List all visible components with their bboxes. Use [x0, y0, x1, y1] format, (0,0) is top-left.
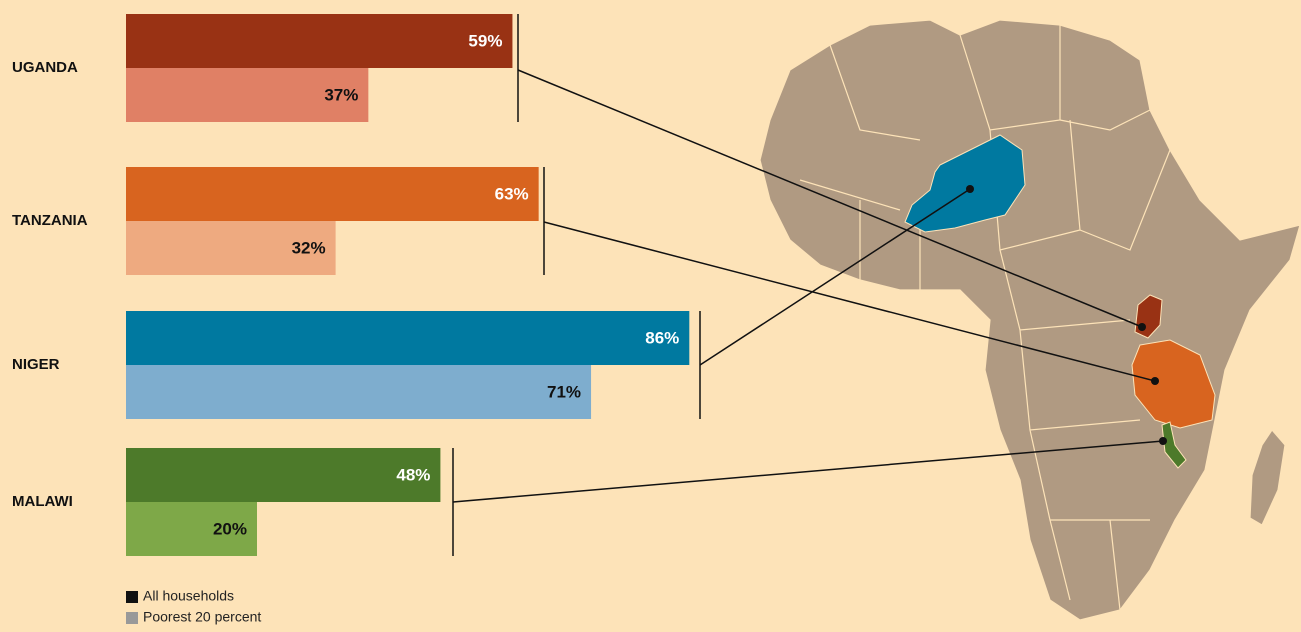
leader-line: [452, 440, 1164, 503]
value-label: 37%: [324, 85, 358, 104]
value-label: 86%: [645, 328, 679, 347]
leader-line: [517, 69, 1143, 328]
leader-line: [699, 188, 971, 366]
category-label: TANZANIA: [12, 212, 88, 229]
borders: [799, 25, 1171, 611]
africa-outline: [759, 19, 1301, 621]
legend-label: All households: [143, 588, 234, 604]
leader-line: [543, 221, 1156, 382]
leader-dot: [1151, 377, 1159, 385]
bar: [126, 68, 369, 122]
tanzania-shape: [1131, 339, 1216, 429]
legend-swatch: [126, 591, 138, 603]
malawi-shape: [1161, 421, 1187, 469]
value-label: 63%: [495, 184, 529, 203]
bar: [126, 502, 257, 556]
bar: [126, 365, 592, 419]
category-label: NIGER: [12, 356, 60, 373]
niger-shape: [904, 134, 1026, 233]
bar: [126, 167, 539, 221]
category-label: UGANDA: [12, 59, 78, 76]
bar: [126, 311, 690, 365]
leader-dot: [966, 185, 974, 193]
bar: [126, 448, 441, 502]
category-label: MALAWI: [12, 493, 73, 510]
bars: UGANDA 59% 37% TANZANIA 63% 32% NIGER 86% 71% MAL…: [12, 14, 690, 625]
bar: [126, 221, 336, 275]
value-label: 71%: [547, 382, 581, 401]
madagascar: [1249, 429, 1286, 526]
leader-lines: [452, 14, 1167, 556]
legend-label: Poorest 20 percent: [143, 609, 261, 625]
value-label: 20%: [213, 519, 247, 538]
value-label: 59%: [468, 31, 502, 50]
leader-dot: [1159, 437, 1167, 445]
legend-swatch: [126, 612, 138, 624]
value-label: 48%: [396, 465, 430, 484]
value-label: 32%: [292, 238, 326, 257]
leader-dot: [1138, 323, 1146, 331]
bar: [126, 14, 513, 68]
